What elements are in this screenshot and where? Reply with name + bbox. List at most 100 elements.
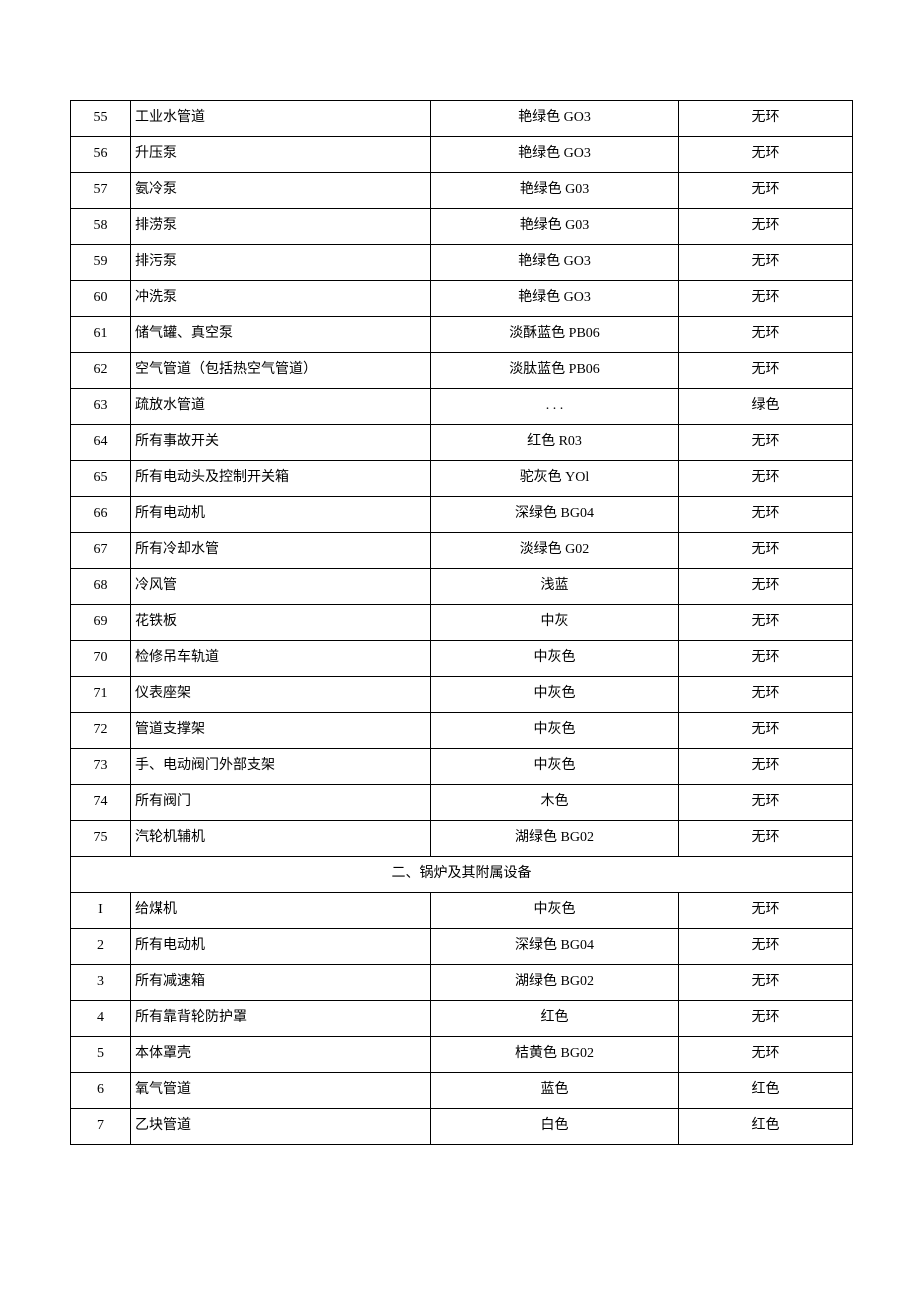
table-row: I给煤机中灰色无环	[71, 893, 853, 929]
row-number: 7	[71, 1109, 131, 1145]
color-spec: 中灰色	[431, 749, 679, 785]
color-spec: 浅蓝	[431, 569, 679, 605]
color-spec: 深绿色 BG04	[431, 929, 679, 965]
equipment-name: 仪表座架	[131, 677, 431, 713]
table-row: 75汽轮机辅机湖绿色 BG02无环	[71, 821, 853, 857]
equipment-name: 氨冷泵	[131, 173, 431, 209]
row-number: 57	[71, 173, 131, 209]
ring-color: 无环	[679, 209, 853, 245]
equipment-name: 所有阀门	[131, 785, 431, 821]
row-number: 71	[71, 677, 131, 713]
equipment-name: 本体罩壳	[131, 1037, 431, 1073]
row-number: 65	[71, 461, 131, 497]
table-row: 7乙块管道白色红色	[71, 1109, 853, 1145]
equipment-name: 空气管道（包括热空气管道）	[131, 353, 431, 389]
row-number: 74	[71, 785, 131, 821]
color-spec: 蓝色	[431, 1073, 679, 1109]
table-row: 66所有电动机深绿色 BG04无环	[71, 497, 853, 533]
equipment-name: 冷风管	[131, 569, 431, 605]
color-spec: 艳绿色 GO3	[431, 245, 679, 281]
equipment-name: 升压泵	[131, 137, 431, 173]
equipment-name: 所有电动机	[131, 497, 431, 533]
row-number: 58	[71, 209, 131, 245]
equipment-color-table: 55工业水管道艳绿色 GO3无环56升压泵艳绿色 GO3无环57氨冷泵艳绿色 G…	[70, 100, 853, 1145]
ring-color: 无环	[679, 101, 853, 137]
equipment-name: 花铁板	[131, 605, 431, 641]
table-row: 3所有减速箱湖绿色 BG02无环	[71, 965, 853, 1001]
color-spec: 中灰色	[431, 641, 679, 677]
color-spec: 白色	[431, 1109, 679, 1145]
equipment-name: 疏放水管道	[131, 389, 431, 425]
row-number: I	[71, 893, 131, 929]
section-header-row: 二、锅炉及其附属设备	[71, 857, 853, 893]
color-spec: . . .	[431, 389, 679, 425]
color-spec: 淡酥蓝色 PB06	[431, 317, 679, 353]
equipment-name: 冲洗泵	[131, 281, 431, 317]
equipment-name: 所有事故开关	[131, 425, 431, 461]
table-row: 73手、电动阀门外部支架中灰色无环	[71, 749, 853, 785]
equipment-name: 给煤机	[131, 893, 431, 929]
ring-color: 无环	[679, 173, 853, 209]
equipment-name: 乙块管道	[131, 1109, 431, 1145]
equipment-name: 所有电动机	[131, 929, 431, 965]
table-row: 57氨冷泵艳绿色 G03无环	[71, 173, 853, 209]
table-row: 63疏放水管道. . .绿色	[71, 389, 853, 425]
row-number: 64	[71, 425, 131, 461]
table-row: 61储气罐、真空泵淡酥蓝色 PB06无环	[71, 317, 853, 353]
ring-color: 无环	[679, 281, 853, 317]
color-spec: 木色	[431, 785, 679, 821]
ring-color: 无环	[679, 965, 853, 1001]
row-number: 4	[71, 1001, 131, 1037]
table-row: 55工业水管道艳绿色 GO3无环	[71, 101, 853, 137]
ring-color: 无环	[679, 893, 853, 929]
table-row: 60冲洗泵艳绿色 GO3无环	[71, 281, 853, 317]
color-spec: 艳绿色 GO3	[431, 137, 679, 173]
ring-color: 无环	[679, 317, 853, 353]
table-row: 72管道支撑架中灰色无环	[71, 713, 853, 749]
row-number: 60	[71, 281, 131, 317]
color-spec: 艳绿色 GO3	[431, 281, 679, 317]
color-spec: 艳绿色 GO3	[431, 101, 679, 137]
color-spec: 淡绿色 G02	[431, 533, 679, 569]
equipment-name: 所有靠背轮防护罩	[131, 1001, 431, 1037]
ring-color: 红色	[679, 1073, 853, 1109]
ring-color: 无环	[679, 137, 853, 173]
ring-color: 无环	[679, 353, 853, 389]
ring-color: 无环	[679, 929, 853, 965]
table-row: 6氧气管道蓝色红色	[71, 1073, 853, 1109]
color-spec: 中灰	[431, 605, 679, 641]
ring-color: 无环	[679, 497, 853, 533]
color-spec: 艳绿色 G03	[431, 209, 679, 245]
row-number: 63	[71, 389, 131, 425]
equipment-name: 所有电动头及控制开关箱	[131, 461, 431, 497]
row-number: 75	[71, 821, 131, 857]
color-spec: 红色 R03	[431, 425, 679, 461]
row-number: 6	[71, 1073, 131, 1109]
ring-color: 无环	[679, 245, 853, 281]
row-number: 66	[71, 497, 131, 533]
row-number: 61	[71, 317, 131, 353]
equipment-name: 所有减速箱	[131, 965, 431, 1001]
color-spec: 桔黄色 BG02	[431, 1037, 679, 1073]
row-number: 5	[71, 1037, 131, 1073]
ring-color: 无环	[679, 677, 853, 713]
ring-color: 无环	[679, 425, 853, 461]
row-number: 70	[71, 641, 131, 677]
table-row: 74所有阀门木色无环	[71, 785, 853, 821]
row-number: 72	[71, 713, 131, 749]
table-row: 4所有靠背轮防护罩红色无环	[71, 1001, 853, 1037]
color-spec: 湖绿色 BG02	[431, 821, 679, 857]
row-number: 67	[71, 533, 131, 569]
document-page: 55工业水管道艳绿色 GO3无环56升压泵艳绿色 GO3无环57氨冷泵艳绿色 G…	[0, 0, 920, 1205]
table-row: 2所有电动机深绿色 BG04无环	[71, 929, 853, 965]
row-number: 68	[71, 569, 131, 605]
equipment-name: 氧气管道	[131, 1073, 431, 1109]
table-row: 71仪表座架中灰色无环	[71, 677, 853, 713]
table-row: 64所有事故开关红色 R03无环	[71, 425, 853, 461]
table-row: 59排污泵艳绿色 GO3无环	[71, 245, 853, 281]
ring-color: 无环	[679, 569, 853, 605]
ring-color: 无环	[679, 1001, 853, 1037]
equipment-name: 所有冷却水管	[131, 533, 431, 569]
ring-color: 无环	[679, 533, 853, 569]
equipment-name: 手、电动阀门外部支架	[131, 749, 431, 785]
